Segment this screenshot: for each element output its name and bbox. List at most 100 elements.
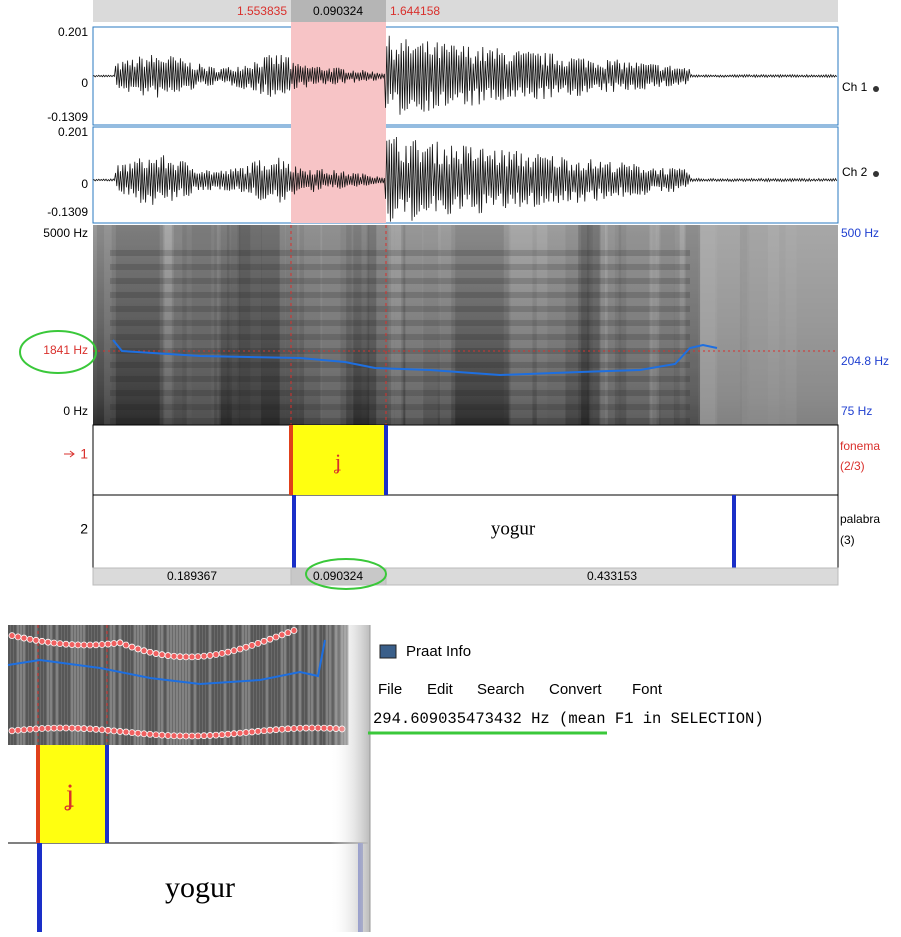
spectrogram-texture [239, 625, 241, 745]
spectrogram-texture [224, 625, 226, 745]
boundary[interactable] [289, 425, 293, 495]
boundary[interactable] [384, 425, 388, 495]
formant-dot [27, 726, 33, 732]
formant-dot [147, 649, 153, 655]
ch1-zero: 0 [81, 76, 88, 90]
formant-dot [87, 726, 93, 732]
formant-dot [315, 725, 321, 731]
formant-dot [321, 725, 327, 731]
formant-dot [267, 636, 273, 642]
spectrogram-texture [155, 625, 157, 745]
formant-dot [201, 653, 207, 659]
formant-dot [117, 728, 123, 734]
formant-dot [261, 728, 267, 734]
formant-band [110, 334, 690, 340]
formant-dot [183, 733, 189, 739]
formant-band [110, 404, 690, 410]
tier-number: 2 [80, 521, 88, 537]
formant-dot [99, 727, 105, 733]
spectrogram-texture [158, 625, 160, 745]
formant-dot [81, 726, 87, 732]
formant-dot [129, 644, 135, 650]
formant-dot [105, 641, 111, 647]
formant-dot [219, 732, 225, 738]
interval-label: yogur [165, 871, 235, 904]
ch1-max: 0.201 [58, 25, 88, 39]
freq-cursor: 1841 Hz [43, 343, 88, 357]
formant-dot [303, 725, 309, 731]
ch2-label[interactable]: Ch 2 [842, 165, 868, 179]
boundary[interactable] [292, 495, 296, 568]
formant-dot [9, 728, 15, 734]
spectrogram-texture [194, 625, 196, 745]
formant-band [110, 376, 690, 382]
speaker-icon[interactable] [873, 171, 879, 177]
formant-dot [285, 630, 291, 636]
formant-dot [105, 727, 111, 733]
formant-dot [45, 725, 51, 731]
formant-dot [279, 632, 285, 638]
formant-dot [57, 725, 63, 731]
boundary[interactable] [732, 495, 736, 568]
formant-dot [9, 633, 15, 639]
duration: 0.433153 [587, 569, 637, 583]
menu-item[interactable]: File [378, 681, 402, 698]
formant-dot [27, 636, 33, 642]
spectrogram-texture [215, 625, 217, 745]
formant-dot [45, 639, 51, 645]
formant-dot [123, 642, 129, 648]
speaker-icon[interactable] [873, 86, 879, 92]
tier-count: (2/3) [840, 459, 865, 473]
formant-dot [135, 730, 141, 736]
formant-dot [141, 731, 147, 737]
formant-dot [249, 642, 255, 648]
formant-dot [189, 733, 195, 739]
menu-item[interactable]: Search [477, 681, 525, 698]
spectrogram-texture [140, 625, 142, 745]
spectrogram-texture [197, 625, 199, 745]
info-text[interactable]: 294.609035473432 Hz (mean F1 in SELECTIO… [373, 710, 764, 728]
info-window [370, 625, 901, 932]
formant-dot [261, 638, 267, 644]
spectrogram-texture [272, 625, 274, 745]
interval-label: yogur [491, 518, 536, 539]
ch1-label[interactable]: Ch 1 [842, 80, 868, 94]
tier-1[interactable] [93, 425, 838, 495]
interval-label: ʝ [334, 449, 341, 474]
menu-item[interactable]: Font [632, 681, 663, 698]
formant-dot [177, 733, 183, 739]
spectrogram-texture [209, 625, 211, 745]
spectrogram-texture [161, 625, 163, 745]
formant-dot [201, 733, 207, 739]
formant-dot [15, 634, 21, 640]
spectrogram-texture [230, 625, 232, 745]
formant-dot [153, 732, 159, 738]
formant-dot [39, 726, 45, 732]
formant-dot [51, 725, 57, 731]
formant-dot [99, 642, 105, 648]
formant-dot [195, 654, 201, 660]
menu-item[interactable]: Edit [427, 681, 454, 698]
formant-dot [15, 727, 21, 733]
formant-dot [129, 730, 135, 736]
formant-dot [93, 726, 99, 732]
spectrogram-texture [8, 625, 10, 745]
formant-dot [267, 727, 273, 733]
formant-dot [21, 727, 27, 733]
formant-dot [153, 651, 159, 657]
spectrogram-texture [137, 625, 139, 745]
formant-band [110, 418, 690, 424]
formant-band [110, 362, 690, 368]
selection-highlight [291, 22, 386, 223]
spectrogram-texture [206, 625, 208, 745]
formant-dot [225, 731, 231, 737]
formant-dot [195, 733, 201, 739]
spectrogram-texture [167, 625, 169, 745]
spectrogram-texture [170, 625, 172, 745]
formant-dot [237, 730, 243, 736]
duration: 0.189367 [167, 569, 217, 583]
tier-2[interactable] [93, 495, 838, 568]
menu-item[interactable]: Convert [549, 681, 602, 698]
pitch-top: 500 Hz [841, 226, 879, 240]
boundary [36, 745, 40, 843]
